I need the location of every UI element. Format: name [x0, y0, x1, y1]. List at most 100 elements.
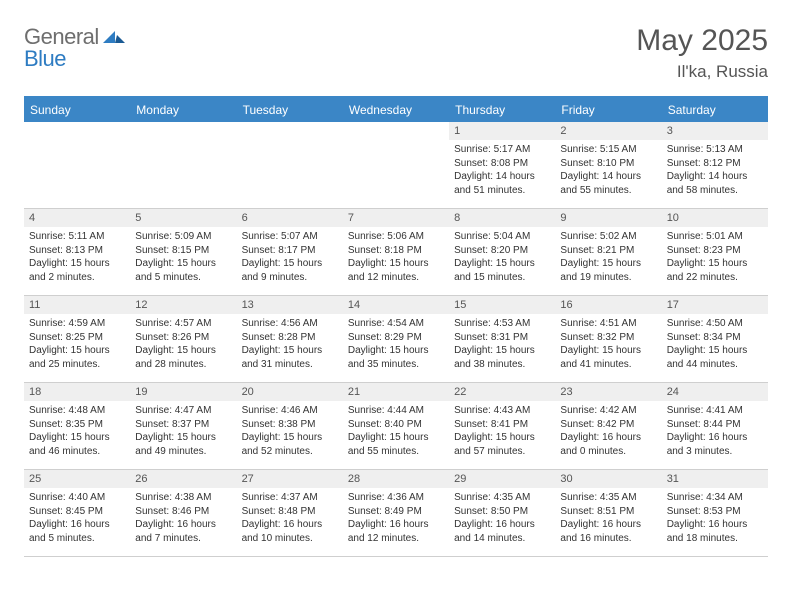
day-number: 5: [130, 209, 236, 227]
day-details: Sunrise: 4:36 AMSunset: 8:49 PMDaylight:…: [343, 488, 449, 549]
daylight-text: Daylight: 15 hours and 12 minutes.: [348, 257, 444, 284]
page-subtitle: Il'ka, Russia: [636, 62, 768, 82]
daylight-text: Daylight: 16 hours and 16 minutes.: [560, 518, 656, 545]
sunset-text: Sunset: 8:40 PM: [348, 418, 444, 432]
day-cell: 10Sunrise: 5:01 AMSunset: 8:23 PMDayligh…: [662, 209, 768, 295]
daylight-text: Daylight: 15 hours and 55 minutes.: [348, 431, 444, 458]
day-cell: 25Sunrise: 4:40 AMSunset: 8:45 PMDayligh…: [24, 470, 130, 556]
day-cell: 4Sunrise: 5:11 AMSunset: 8:13 PMDaylight…: [24, 209, 130, 295]
day-header-sat: Saturday: [662, 98, 768, 122]
sunrise-text: Sunrise: 4:36 AM: [348, 491, 444, 505]
sunset-text: Sunset: 8:25 PM: [29, 331, 125, 345]
day-header-fri: Friday: [555, 98, 661, 122]
day-cell: 28Sunrise: 4:36 AMSunset: 8:49 PMDayligh…: [343, 470, 449, 556]
day-number: 26: [130, 470, 236, 488]
day-cell: 31Sunrise: 4:34 AMSunset: 8:53 PMDayligh…: [662, 470, 768, 556]
sunset-text: Sunset: 8:51 PM: [560, 505, 656, 519]
day-number: 11: [24, 296, 130, 314]
day-details: Sunrise: 5:06 AMSunset: 8:18 PMDaylight:…: [343, 227, 449, 288]
daylight-text: Daylight: 15 hours and 9 minutes.: [242, 257, 338, 284]
day-cell: 20Sunrise: 4:46 AMSunset: 8:38 PMDayligh…: [237, 383, 343, 469]
day-cell: 19Sunrise: 4:47 AMSunset: 8:37 PMDayligh…: [130, 383, 236, 469]
daylight-text: Daylight: 15 hours and 28 minutes.: [135, 344, 231, 371]
day-number: 21: [343, 383, 449, 401]
day-header-tue: Tuesday: [237, 98, 343, 122]
day-number: 9: [555, 209, 661, 227]
day-number: [343, 122, 449, 128]
sunrise-text: Sunrise: 4:48 AM: [29, 404, 125, 418]
daylight-text: Daylight: 15 hours and 19 minutes.: [560, 257, 656, 284]
sunrise-text: Sunrise: 5:06 AM: [348, 230, 444, 244]
sunset-text: Sunset: 8:15 PM: [135, 244, 231, 258]
day-number: 25: [24, 470, 130, 488]
day-details: Sunrise: 4:53 AMSunset: 8:31 PMDaylight:…: [449, 314, 555, 375]
sunset-text: Sunset: 8:46 PM: [135, 505, 231, 519]
weeks-container: 1Sunrise: 5:17 AMSunset: 8:08 PMDaylight…: [24, 122, 768, 557]
day-cell: 3Sunrise: 5:13 AMSunset: 8:12 PMDaylight…: [662, 122, 768, 208]
day-cell: 27Sunrise: 4:37 AMSunset: 8:48 PMDayligh…: [237, 470, 343, 556]
daylight-text: Daylight: 16 hours and 10 minutes.: [242, 518, 338, 545]
sunset-text: Sunset: 8:28 PM: [242, 331, 338, 345]
sunrise-text: Sunrise: 4:38 AM: [135, 491, 231, 505]
day-number: 7: [343, 209, 449, 227]
sunrise-text: Sunrise: 5:17 AM: [454, 143, 550, 157]
sunset-text: Sunset: 8:48 PM: [242, 505, 338, 519]
week-row: 11Sunrise: 4:59 AMSunset: 8:25 PMDayligh…: [24, 296, 768, 383]
day-header-mon: Monday: [130, 98, 236, 122]
day-cell: 13Sunrise: 4:56 AMSunset: 8:28 PMDayligh…: [237, 296, 343, 382]
day-cell: 24Sunrise: 4:41 AMSunset: 8:44 PMDayligh…: [662, 383, 768, 469]
day-cell: 22Sunrise: 4:43 AMSunset: 8:41 PMDayligh…: [449, 383, 555, 469]
daylight-text: Daylight: 15 hours and 41 minutes.: [560, 344, 656, 371]
day-details: Sunrise: 5:02 AMSunset: 8:21 PMDaylight:…: [555, 227, 661, 288]
sunset-text: Sunset: 8:35 PM: [29, 418, 125, 432]
sunrise-text: Sunrise: 5:11 AM: [29, 230, 125, 244]
day-cell: 29Sunrise: 4:35 AMSunset: 8:50 PMDayligh…: [449, 470, 555, 556]
day-details: Sunrise: 4:35 AMSunset: 8:50 PMDaylight:…: [449, 488, 555, 549]
daylight-text: Daylight: 15 hours and 49 minutes.: [135, 431, 231, 458]
day-details: Sunrise: 4:46 AMSunset: 8:38 PMDaylight:…: [237, 401, 343, 462]
day-number: 12: [130, 296, 236, 314]
day-number: 18: [24, 383, 130, 401]
sunset-text: Sunset: 8:17 PM: [242, 244, 338, 258]
day-details: Sunrise: 4:54 AMSunset: 8:29 PMDaylight:…: [343, 314, 449, 375]
day-cell: 9Sunrise: 5:02 AMSunset: 8:21 PMDaylight…: [555, 209, 661, 295]
day-details: Sunrise: 4:38 AMSunset: 8:46 PMDaylight:…: [130, 488, 236, 549]
day-cell: 30Sunrise: 4:35 AMSunset: 8:51 PMDayligh…: [555, 470, 661, 556]
day-cell: 6Sunrise: 5:07 AMSunset: 8:17 PMDaylight…: [237, 209, 343, 295]
sunset-text: Sunset: 8:44 PM: [667, 418, 763, 432]
daylight-text: Daylight: 16 hours and 18 minutes.: [667, 518, 763, 545]
sunset-text: Sunset: 8:13 PM: [29, 244, 125, 258]
day-cell: 23Sunrise: 4:42 AMSunset: 8:42 PMDayligh…: [555, 383, 661, 469]
sunrise-text: Sunrise: 4:42 AM: [560, 404, 656, 418]
week-row: 4Sunrise: 5:11 AMSunset: 8:13 PMDaylight…: [24, 209, 768, 296]
logo-mark-icon: [103, 26, 125, 49]
day-details: Sunrise: 4:43 AMSunset: 8:41 PMDaylight:…: [449, 401, 555, 462]
day-header-wed: Wednesday: [343, 98, 449, 122]
day-details: Sunrise: 5:11 AMSunset: 8:13 PMDaylight:…: [24, 227, 130, 288]
sunset-text: Sunset: 8:08 PM: [454, 157, 550, 171]
day-details: Sunrise: 4:48 AMSunset: 8:35 PMDaylight:…: [24, 401, 130, 462]
day-cell: [130, 122, 236, 208]
sunrise-text: Sunrise: 4:40 AM: [29, 491, 125, 505]
sunrise-text: Sunrise: 4:43 AM: [454, 404, 550, 418]
daylight-text: Daylight: 16 hours and 5 minutes.: [29, 518, 125, 545]
day-number: 28: [343, 470, 449, 488]
sunset-text: Sunset: 8:12 PM: [667, 157, 763, 171]
logo-text-b: Blue: [24, 46, 66, 71]
sunset-text: Sunset: 8:34 PM: [667, 331, 763, 345]
daylight-text: Daylight: 15 hours and 15 minutes.: [454, 257, 550, 284]
sunset-text: Sunset: 8:18 PM: [348, 244, 444, 258]
day-cell: 7Sunrise: 5:06 AMSunset: 8:18 PMDaylight…: [343, 209, 449, 295]
daylight-text: Daylight: 16 hours and 12 minutes.: [348, 518, 444, 545]
day-cell: 16Sunrise: 4:51 AMSunset: 8:32 PMDayligh…: [555, 296, 661, 382]
day-cell: 15Sunrise: 4:53 AMSunset: 8:31 PMDayligh…: [449, 296, 555, 382]
sunrise-text: Sunrise: 4:46 AM: [242, 404, 338, 418]
daylight-text: Daylight: 15 hours and 22 minutes.: [667, 257, 763, 284]
day-cell: 2Sunrise: 5:15 AMSunset: 8:10 PMDaylight…: [555, 122, 661, 208]
day-details: Sunrise: 4:34 AMSunset: 8:53 PMDaylight:…: [662, 488, 768, 549]
daylight-text: Daylight: 15 hours and 46 minutes.: [29, 431, 125, 458]
day-details: Sunrise: 5:13 AMSunset: 8:12 PMDaylight:…: [662, 140, 768, 201]
sunrise-text: Sunrise: 4:37 AM: [242, 491, 338, 505]
day-cell: 11Sunrise: 4:59 AMSunset: 8:25 PMDayligh…: [24, 296, 130, 382]
title-block: May 2025 Il'ka, Russia: [636, 24, 768, 82]
